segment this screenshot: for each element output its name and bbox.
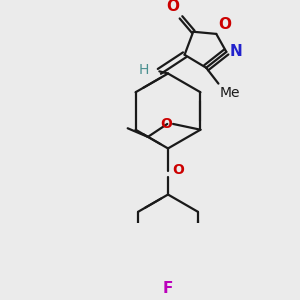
Text: F: F — [163, 281, 173, 296]
Text: Me: Me — [220, 86, 240, 100]
Text: H: H — [139, 63, 149, 77]
Text: O: O — [160, 117, 172, 131]
Text: O: O — [166, 0, 179, 14]
Text: N: N — [229, 44, 242, 59]
Text: O: O — [172, 163, 184, 177]
Text: O: O — [218, 17, 231, 32]
